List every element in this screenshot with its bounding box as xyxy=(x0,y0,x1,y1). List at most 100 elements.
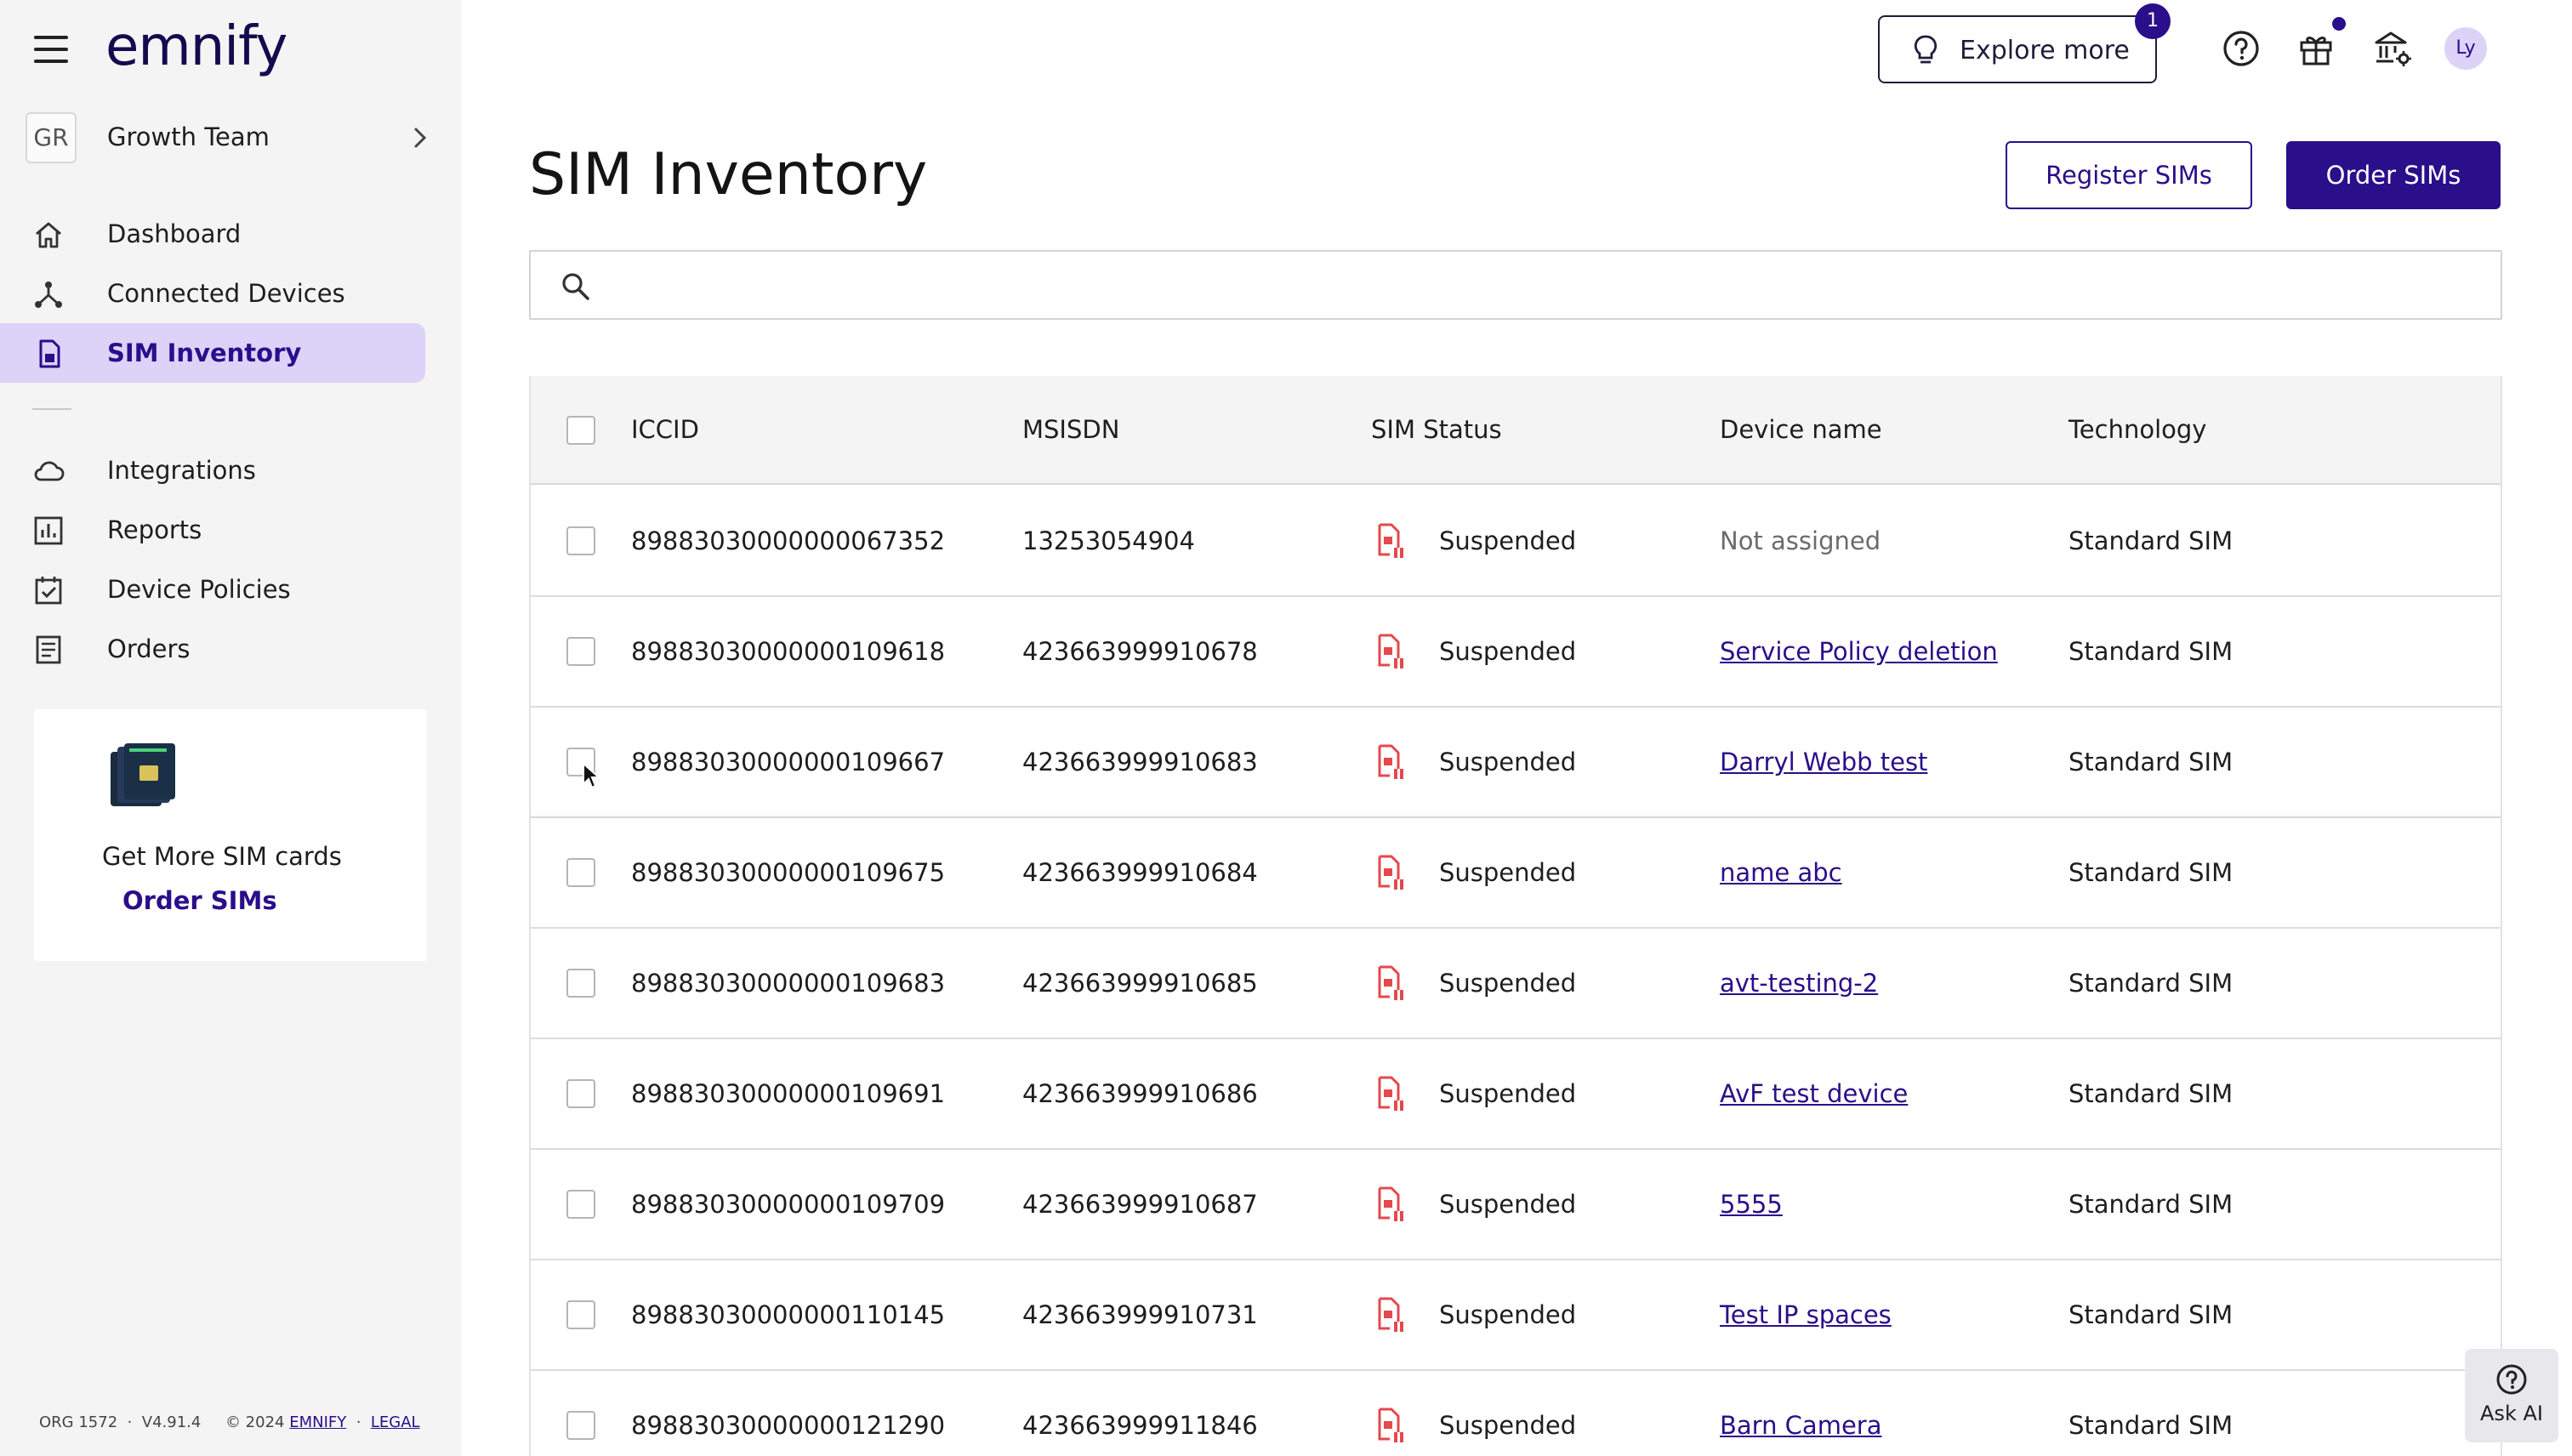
cell-iccid: 89883030000000109691 xyxy=(631,1079,946,1108)
sidebar-item-sim-inventory[interactable]: SIM Inventory xyxy=(0,323,425,383)
table-row[interactable]: 89883030000000109618 423663999910678 Suspe… xyxy=(531,597,2501,708)
explore-more-button[interactable]: Explore more xyxy=(1878,15,2157,83)
emnify-link[interactable]: EMNIFY xyxy=(289,1413,347,1431)
cell-iccid: 89883030000000109709 xyxy=(631,1190,946,1219)
column-header-msisdn[interactable]: MSISDN xyxy=(1022,415,1120,444)
cell-msisdn: 423663999910678 xyxy=(1022,637,1258,666)
sidebar-item-dashboard[interactable]: Dashboard xyxy=(0,204,425,264)
sidebar-item-orders[interactable]: Orders xyxy=(0,619,425,679)
org-name: Growth Team xyxy=(107,122,270,151)
column-header-sim-status[interactable]: SIM Status xyxy=(1371,415,1502,444)
row-checkbox[interactable] xyxy=(566,1300,595,1329)
cell-sim-status: Suspended xyxy=(1439,1300,1577,1329)
device-name-link[interactable]: 5555 xyxy=(1720,1190,1783,1219)
sidebar-item-label: Reports xyxy=(107,515,202,544)
row-checkbox[interactable] xyxy=(566,1079,595,1108)
cell-technology: Standard SIM xyxy=(2068,969,2233,998)
device-name-link[interactable]: AvF test device xyxy=(1720,1079,1909,1108)
device-name-link[interactable]: name abc xyxy=(1720,858,1842,887)
chevron-right-icon xyxy=(407,124,434,151)
ask-ai-button[interactable]: Ask AI xyxy=(2465,1349,2558,1442)
cell-msisdn: 423663999910683 xyxy=(1022,748,1258,776)
sim-suspended-icon xyxy=(1373,633,1405,670)
search-icon xyxy=(560,270,592,303)
device-name-link[interactable]: Darryl Webb test xyxy=(1720,748,1928,776)
device-name-link[interactable]: avt-testing-2 xyxy=(1720,969,1879,998)
bar-chart-icon xyxy=(32,515,65,547)
cell-sim-status: Suspended xyxy=(1439,969,1577,998)
receipt-icon xyxy=(32,634,65,666)
sidebar-item-connected-devices[interactable]: Connected Devices xyxy=(0,264,425,323)
row-checkbox[interactable] xyxy=(566,637,595,666)
sidebar: emnify GR Growth Team Dashboard Connecte… xyxy=(0,0,461,1456)
promo-text: Get More SIM cards xyxy=(102,842,342,871)
table-row[interactable]: 89883030000000109683 423663999910685 Suspe… xyxy=(531,929,2501,1039)
sidebar-item-integrations[interactable]: Integrations xyxy=(0,441,425,500)
cell-msisdn: 13253054904 xyxy=(1022,526,1195,555)
table-row[interactable]: 89883030000000110145 423663999910731 Suspe… xyxy=(531,1260,2501,1371)
cell-sim-status: Suspended xyxy=(1439,526,1577,555)
help-icon[interactable] xyxy=(2222,29,2261,68)
table-row[interactable]: 89883030000000067352 13253054904 Suspended… xyxy=(531,486,2501,597)
row-checkbox[interactable] xyxy=(566,1411,595,1440)
table-row[interactable]: 89883030000000109675 423663999910684 Suspe… xyxy=(531,818,2501,929)
sidebar-item-reports[interactable]: Reports xyxy=(0,500,425,560)
sim-suspended-icon xyxy=(1373,854,1405,891)
bank-settings-icon[interactable] xyxy=(2373,29,2412,68)
column-header-technology[interactable]: Technology xyxy=(2068,415,2207,444)
sim-suspended-icon xyxy=(1373,1186,1405,1223)
sidebar-item-label: Device Policies xyxy=(107,575,291,604)
cloud-icon xyxy=(32,455,65,487)
sidebar-item-label: Orders xyxy=(107,634,191,663)
nav-divider xyxy=(32,408,71,410)
gift-icon[interactable] xyxy=(2296,29,2336,68)
row-checkbox[interactable] xyxy=(566,858,595,887)
lightbulb-icon xyxy=(1910,34,1941,66)
org-id: ORG 1572 xyxy=(39,1413,118,1431)
promo-card: Get More SIM cards Order SIMs xyxy=(34,709,427,961)
table-header: ICCID MSISDN SIM Status Device name Tech… xyxy=(531,376,2501,485)
column-header-device-name[interactable]: Device name xyxy=(1720,415,1882,444)
sim-suspended-icon xyxy=(1373,964,1405,1002)
notification-badge: 1 xyxy=(2135,3,2171,39)
table-row[interactable]: 89883030000000109691 423663999910686 Suspe… xyxy=(531,1039,2501,1150)
sidebar-item-device-policies[interactable]: Device Policies xyxy=(0,560,425,619)
cell-technology: Standard SIM xyxy=(2068,526,2233,555)
row-checkbox[interactable] xyxy=(566,969,595,998)
page-title: SIM Inventory xyxy=(529,141,928,208)
cell-technology: Standard SIM xyxy=(2068,1079,2233,1108)
device-name-link[interactable]: Service Policy deletion xyxy=(1720,637,1998,666)
search-input[interactable] xyxy=(612,260,2484,311)
select-all-checkbox[interactable] xyxy=(566,416,595,445)
device-name-link[interactable]: Barn Camera xyxy=(1720,1411,1882,1440)
table-row[interactable]: 89883030000000109709 423663999910687 Suspe… xyxy=(531,1150,2501,1260)
order-sims-button[interactable]: Order SIMs xyxy=(2286,141,2501,209)
legal-link[interactable]: LEGAL xyxy=(370,1413,420,1431)
emnify-logo[interactable]: emnify xyxy=(105,15,287,78)
cell-sim-status: Suspended xyxy=(1439,1079,1577,1108)
cell-iccid: 89883030000000110145 xyxy=(631,1300,946,1329)
table-row[interactable]: 89883030000000109667 423663999910683 Suspe… xyxy=(531,708,2501,818)
gift-notification-dot xyxy=(2332,17,2346,31)
home-icon xyxy=(32,219,65,251)
cell-msisdn: 423663999910731 xyxy=(1022,1300,1258,1329)
table-row[interactable]: 89883030000000121290 423663999911846 Suspe… xyxy=(531,1371,2501,1456)
register-sims-button[interactable]: Register SIMs xyxy=(2006,141,2252,209)
search-bar xyxy=(529,250,2502,320)
network-icon xyxy=(32,278,65,310)
sidebar-footer: ORG 1572 · V4.91.4 © 2024 EMNIFY · LEGAL xyxy=(39,1413,420,1431)
row-checkbox[interactable] xyxy=(566,1190,595,1219)
device-name-link[interactable]: Test IP spaces xyxy=(1720,1300,1892,1329)
sim-suspended-icon xyxy=(1373,1075,1405,1112)
promo-order-sims-link[interactable]: Order SIMs xyxy=(122,886,277,915)
avatar[interactable]: Ly xyxy=(2444,27,2487,70)
cell-iccid: 89883030000000109683 xyxy=(631,969,946,998)
cell-sim-status: Suspended xyxy=(1439,1190,1577,1219)
sidebar-item-label: SIM Inventory xyxy=(107,338,302,367)
sim-suspended-icon xyxy=(1373,1407,1405,1444)
hamburger-menu-icon[interactable] xyxy=(32,34,70,65)
row-checkbox[interactable] xyxy=(566,526,595,555)
org-switcher[interactable]: GR Growth Team xyxy=(26,111,434,165)
column-header-iccid[interactable]: ICCID xyxy=(631,415,699,444)
cell-msisdn: 423663999911846 xyxy=(1022,1411,1258,1440)
